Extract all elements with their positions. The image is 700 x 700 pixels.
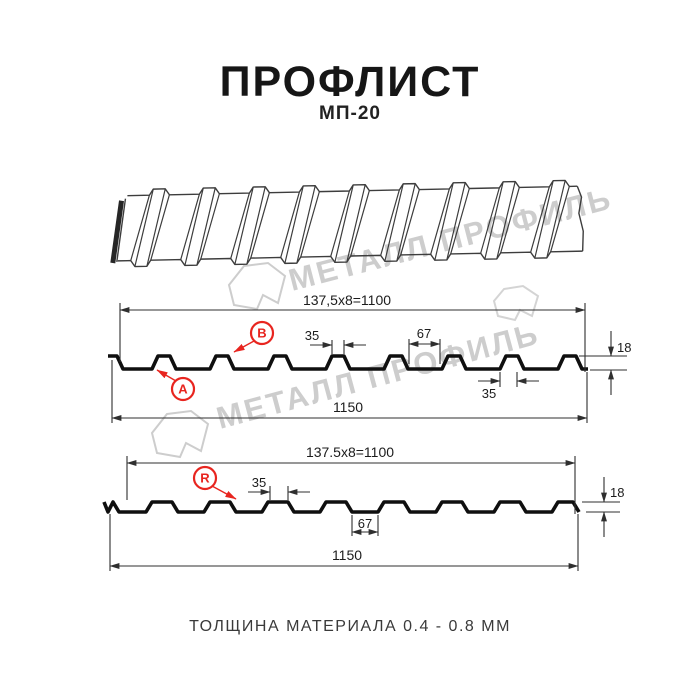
callout-label-r: R	[200, 471, 210, 486]
section-reverse-view: 137.5x8=1100 35 67 18 1150 R	[102, 444, 624, 571]
dim-pan-value: 67	[417, 326, 431, 341]
callout-circle	[192, 465, 218, 491]
callout-r: R	[192, 465, 237, 500]
section-top-view: 137,5x8=1100 35 67 18 35 1150 B A	[108, 292, 631, 423]
dim-pan-value: 67	[358, 516, 372, 531]
page-title: ПРОФЛИСТ	[219, 58, 481, 106]
sheet-3d-rib-lines	[130, 180, 570, 267]
dim-height-value: 18	[610, 485, 624, 500]
dim-rib-base-value: 35	[482, 386, 496, 401]
dim-overall-value: 1150	[332, 547, 362, 563]
callout-label-a: A	[178, 382, 188, 397]
sheet-3d-top-edge	[127, 179, 578, 197]
sheet-3d-bottom-edge	[117, 250, 583, 268]
callout-label-b: B	[257, 326, 266, 341]
callout-leader	[156, 369, 177, 382]
callout-b: B	[233, 320, 275, 353]
callout-leader	[211, 485, 237, 500]
watermark-group: МЕТАЛЛ ПРОФИЛЬ МЕТАЛЛ ПРОФИЛЬ	[150, 181, 616, 459]
dim-rib-top-value: 35	[252, 475, 266, 490]
dim-overall-value: 1150	[333, 399, 363, 415]
sheet-3d-cut-edge	[110, 200, 124, 264]
sheet-3d-view	[110, 179, 584, 268]
material-thickness-note: ТОЛЩИНА МАТЕРИАЛА 0.4 - 0.8 ММ	[189, 618, 511, 635]
profile-model: МП-20	[319, 103, 381, 124]
callout-circle	[249, 320, 275, 346]
callout-circle	[170, 376, 196, 402]
dim-rib-top-value: 35	[305, 328, 319, 343]
sheet-3d-right-end	[576, 185, 584, 252]
profile-outline	[108, 354, 588, 371]
profile-outline	[102, 500, 581, 514]
brand-logo-icon	[227, 261, 287, 311]
dim-height-value: 18	[617, 340, 631, 355]
brand-logo-icon	[492, 284, 540, 322]
dim-pitch-value: 137,5x8=1100	[303, 292, 391, 308]
callout-leader	[233, 340, 255, 353]
dim-pitch-value: 137.5x8=1100	[306, 444, 394, 460]
sheet-3d-left-edge	[116, 198, 127, 262]
callout-a: A	[156, 369, 196, 402]
